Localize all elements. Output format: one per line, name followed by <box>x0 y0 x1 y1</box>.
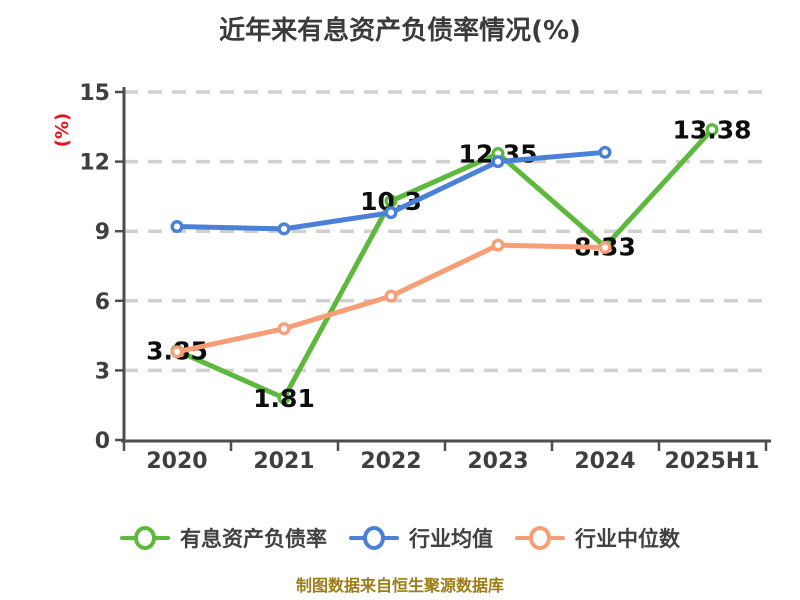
y-tick-label: 3 <box>95 359 110 384</box>
data-point-marker <box>598 240 612 254</box>
y-tick-label: 0 <box>95 429 110 454</box>
series-1 <box>170 145 612 236</box>
data-point-label: 13.38 <box>672 116 751 145</box>
x-tick-label: 2023 <box>467 449 528 474</box>
legend-item-main-series[interactable]: 有息资产负债率 <box>120 523 327 553</box>
data-point-marker <box>598 145 612 159</box>
axes <box>115 87 771 451</box>
x-tick-label: 2021 <box>253 449 314 474</box>
data-point-marker <box>170 345 184 359</box>
legend-marker-orange <box>515 526 565 550</box>
data-point-label: 1.81 <box>253 384 315 413</box>
tick-labels: 0 3 6 9 12 15 2020 2021 2022 2023 2024 2025H1 <box>79 81 759 474</box>
y-tick-label: 15 <box>79 81 110 106</box>
data-point-marker <box>384 289 398 303</box>
chart-legend: 有息资产负债率 行业均值 行业中位数 <box>0 522 800 554</box>
data-point-marker <box>170 220 184 234</box>
x-tick-label: 2022 <box>360 449 421 474</box>
data-point-marker <box>277 391 291 405</box>
y-axis-label: (%) <box>52 113 73 148</box>
data-point-marker <box>384 194 398 208</box>
data-point-marker <box>277 322 291 336</box>
legend-circle-icon <box>363 526 385 550</box>
data-point-marker <box>705 123 719 137</box>
y-tick-label: 12 <box>79 151 110 176</box>
legend-item-industry-mean[interactable]: 行业均值 <box>349 523 493 553</box>
legend-label-industry-mean: 行业均值 <box>409 527 493 551</box>
chart-title: 近年来有息资产负债率情况(%) <box>219 16 581 46</box>
legend-marker-green <box>120 526 170 550</box>
data-source-note: 制图数据来自恒生聚源数据库 <box>295 576 504 595</box>
series-2 <box>170 238 612 359</box>
data-point-marker <box>491 238 505 252</box>
y-tick-label: 6 <box>95 290 110 315</box>
legend-marker-blue <box>349 526 399 550</box>
legend-label-industry-median: 行业中位数 <box>575 527 680 551</box>
grid-lines <box>124 90 772 373</box>
legend-circle-icon <box>529 526 551 550</box>
legend-circle-icon <box>134 526 156 550</box>
x-tick-label: 2025H1 <box>665 449 760 474</box>
legend-item-industry-median[interactable]: 行业中位数 <box>515 523 680 553</box>
data-point-marker <box>384 206 398 220</box>
data-point-marker <box>277 222 291 236</box>
data-point-marker <box>491 155 505 169</box>
series-line-0 <box>174 127 715 401</box>
x-tick-label: 2020 <box>146 449 207 474</box>
y-tick-label: 9 <box>95 220 110 245</box>
x-tick-label: 2024 <box>574 449 635 474</box>
legend-label-main-series: 有息资产负债率 <box>180 527 327 551</box>
